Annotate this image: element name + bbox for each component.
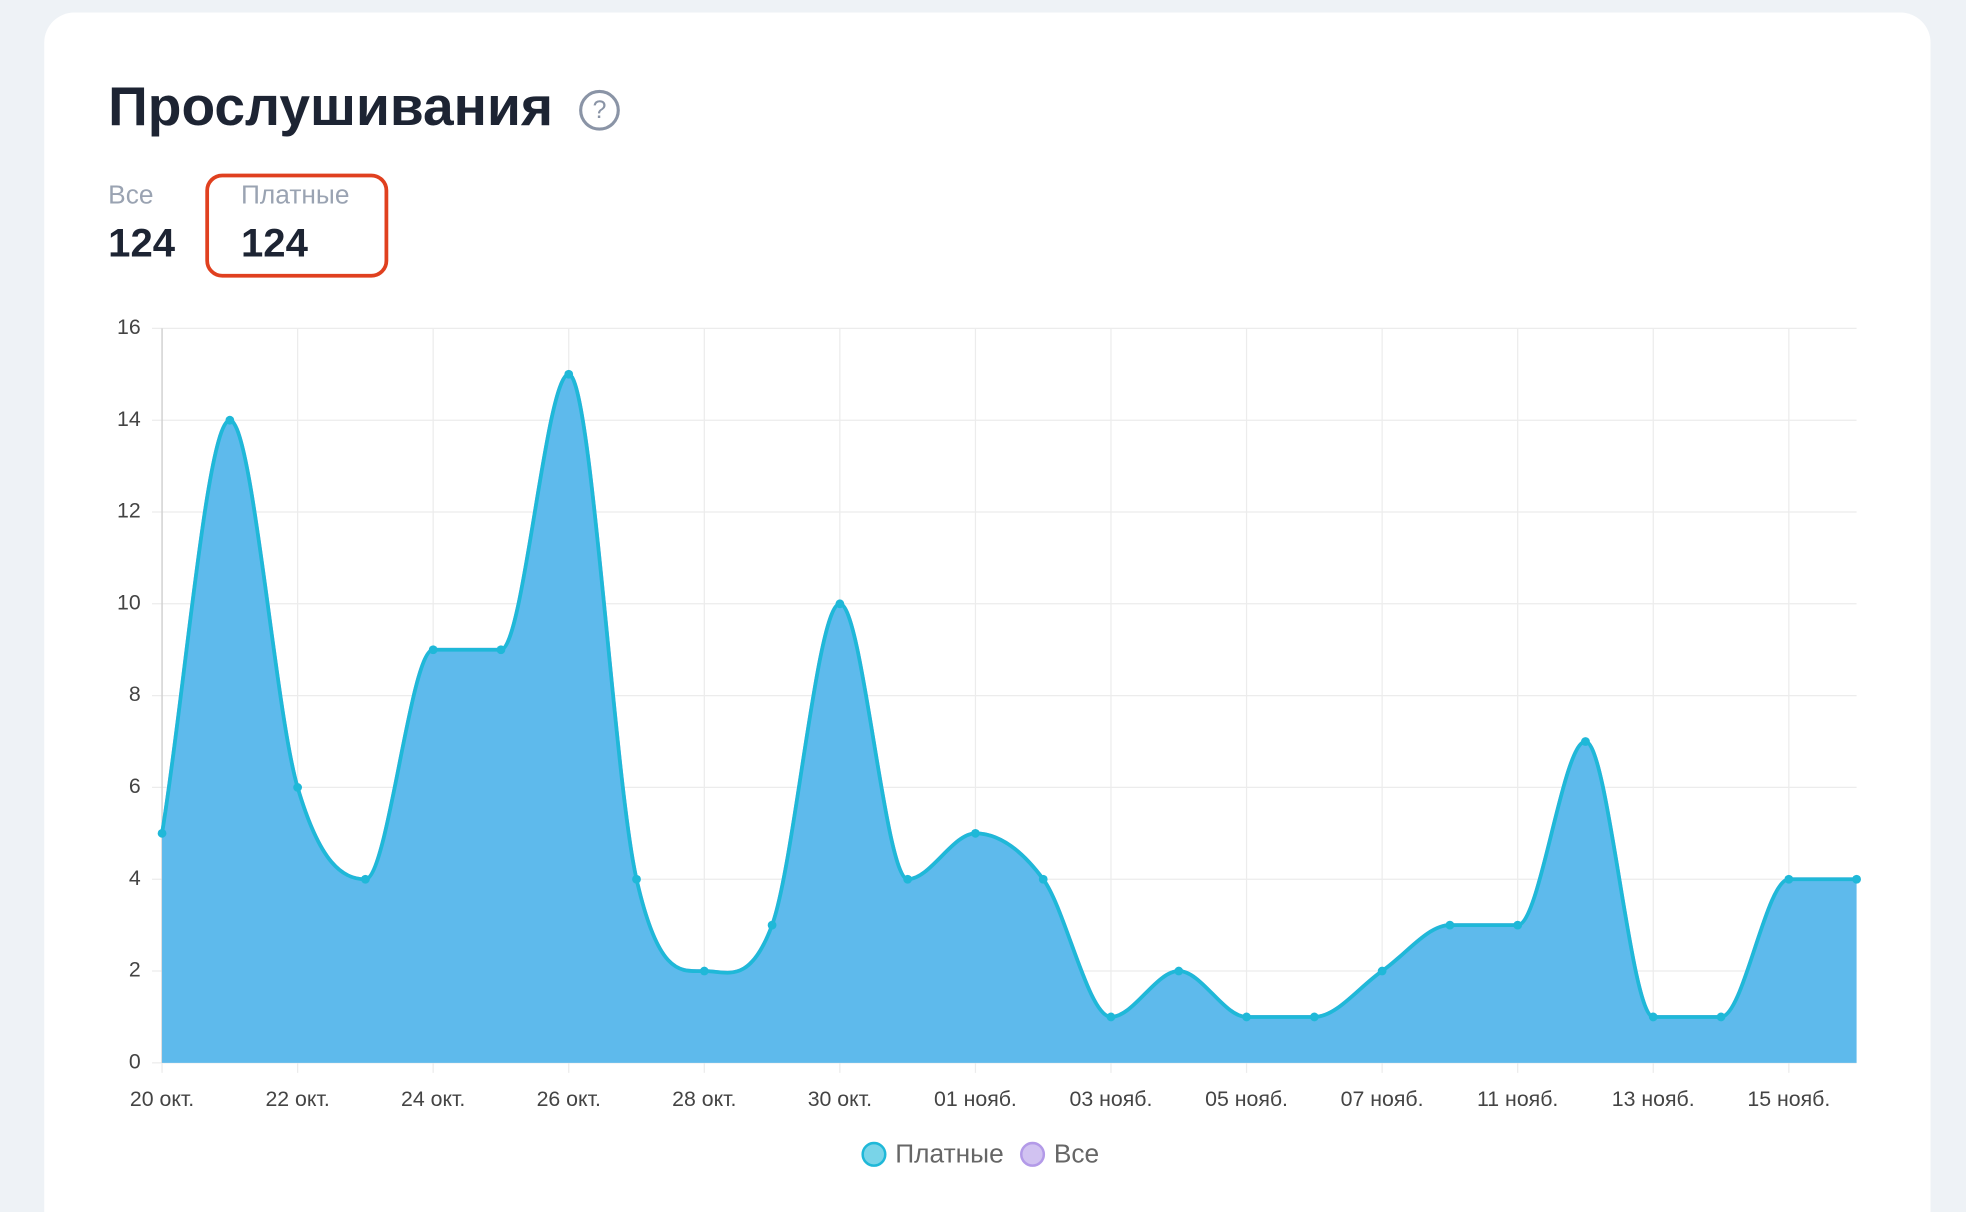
point (1377, 966, 1387, 976)
point (1716, 1012, 1726, 1022)
x-tick-label: 28 окт. (672, 1087, 736, 1111)
point (699, 966, 709, 976)
x-tick-label: 26 окт. (537, 1087, 601, 1111)
chart: 0 2 4 6 8 10 12 14 16 20 окт. 22 окт. 24 окт. 26 окт… (117, 315, 1861, 1169)
legend-label[interactable]: Все (1054, 1139, 1099, 1169)
x-tick-label: 30 окт. (808, 1087, 872, 1111)
x-tick-label: 20 окт. (130, 1087, 194, 1111)
point (428, 645, 438, 655)
point (767, 920, 777, 930)
stat-value: 124 (108, 221, 176, 265)
point (1513, 920, 1523, 930)
x-tick-label: 22 окт. (265, 1087, 329, 1111)
x-tick-label: 07 нояб. (1341, 1087, 1424, 1111)
point (496, 645, 506, 655)
help-icon[interactable] (579, 89, 620, 131)
y-tick-label: 14 (117, 407, 141, 431)
point (225, 415, 235, 425)
point (1784, 874, 1794, 884)
point (361, 874, 370, 884)
point (835, 599, 845, 609)
y-tick-label: 2 (129, 958, 141, 982)
point (1648, 1012, 1658, 1022)
stat-label[interactable]: Все (108, 180, 153, 210)
x-tick-label: 05 нояб. (1205, 1087, 1288, 1111)
legend-marker (1020, 1141, 1046, 1167)
stat-value: 124 (241, 221, 309, 265)
area (162, 374, 1857, 1063)
y-tick-label: 6 (129, 774, 141, 798)
point (293, 783, 302, 792)
point (1174, 966, 1184, 976)
highlight-box (205, 173, 389, 278)
x-tick-label: 24 окт. (401, 1087, 465, 1111)
y-tick-label: 16 (117, 315, 141, 339)
point (1852, 874, 1861, 884)
point (157, 828, 167, 838)
help-icon-mark: ? (593, 96, 607, 124)
title: Прослушивания (108, 75, 553, 137)
legend-marker (861, 1141, 887, 1167)
stat-label[interactable]: Платные (241, 180, 349, 210)
point (971, 828, 980, 838)
x-tick-label: 01 нояб. (934, 1087, 1017, 1111)
point (632, 874, 641, 884)
point (1581, 737, 1590, 746)
point (564, 369, 574, 379)
y-tick-label: 0 (129, 1049, 141, 1073)
x-tick-label: 03 нояб. (1070, 1087, 1153, 1111)
legend-label[interactable]: Платные (895, 1139, 1003, 1169)
y-tick-label: 4 (129, 866, 141, 890)
point (903, 874, 913, 884)
point (1242, 1012, 1251, 1022)
y-tick-label: 10 (117, 590, 141, 614)
point (1106, 1012, 1116, 1022)
x-tick-label: 13 нояб. (1612, 1087, 1695, 1111)
x-tick-label: 11 нояб. (1477, 1087, 1558, 1111)
point (1309, 1012, 1319, 1022)
point (1445, 920, 1455, 930)
line (160, 372, 1857, 1019)
point (1038, 874, 1048, 884)
x-tick-label: 15 нояб. (1747, 1087, 1830, 1111)
y-tick-label: 12 (117, 499, 141, 523)
y-tick-label: 8 (129, 682, 141, 706)
